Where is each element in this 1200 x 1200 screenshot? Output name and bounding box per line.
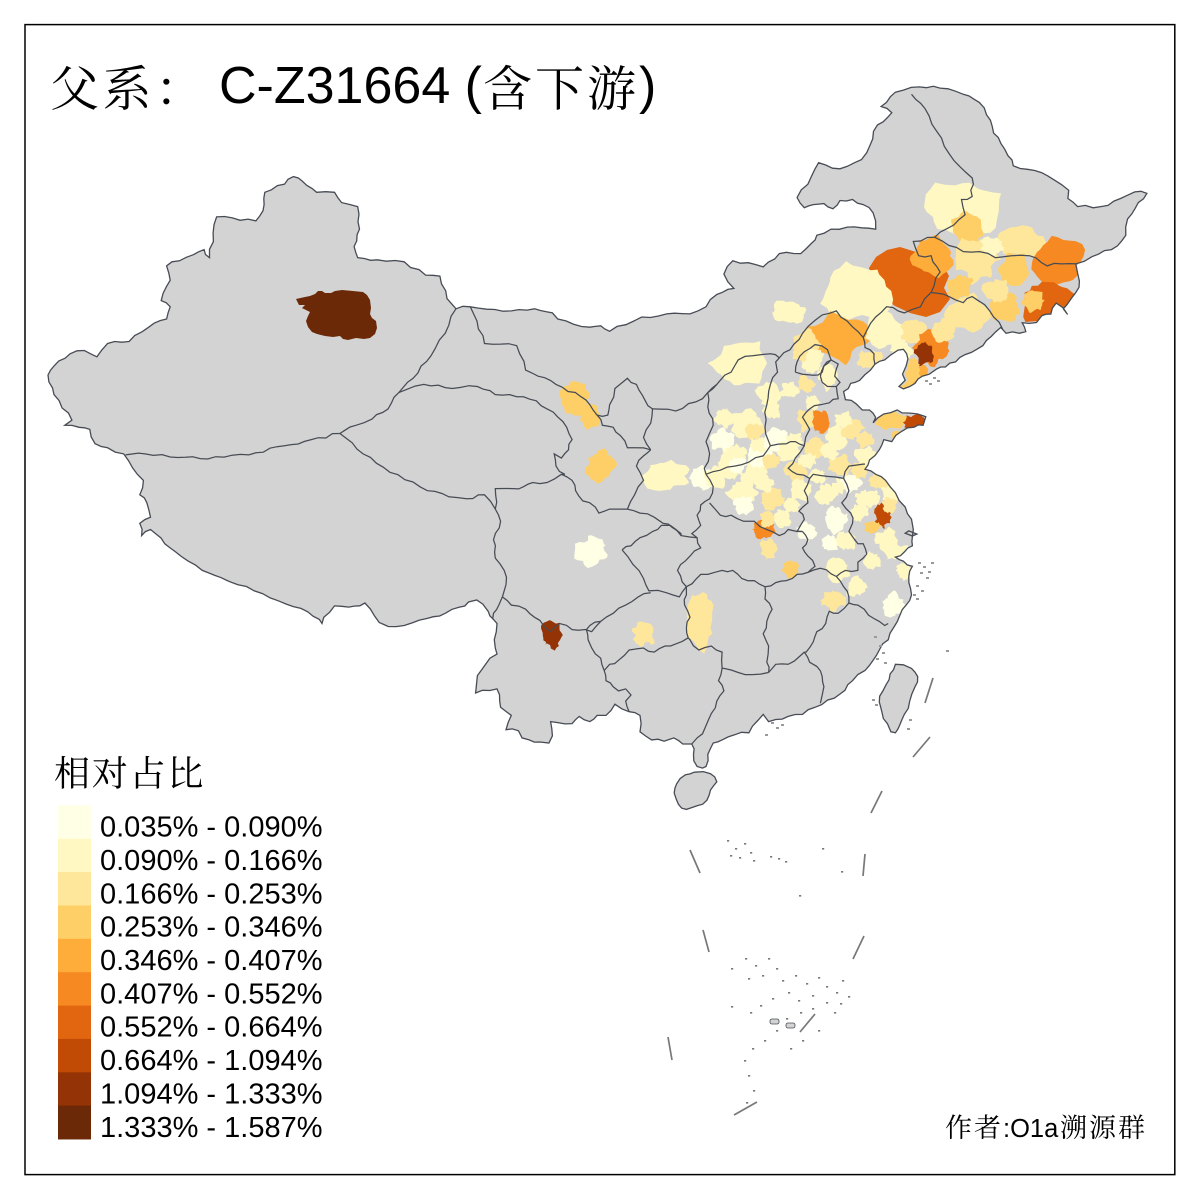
svg-text:0.166% - 0.253%: 0.166% - 0.253% xyxy=(100,878,322,910)
svg-text:0.090% - 0.166%: 0.090% - 0.166% xyxy=(100,845,322,877)
svg-text:1.094% - 1.333%: 1.094% - 1.333% xyxy=(100,1079,322,1111)
svg-text::O1a: :O1a xyxy=(1003,1115,1059,1143)
svg-text:0.346% - 0.407%: 0.346% - 0.407% xyxy=(100,945,322,977)
svg-text:0.407% - 0.552%: 0.407% - 0.552% xyxy=(100,978,322,1010)
svg-text:0.035% - 0.090%: 0.035% - 0.090% xyxy=(100,812,322,844)
svg-text:C-Z31664 (: C-Z31664 ( xyxy=(219,57,483,115)
svg-text:0.253% - 0.346%: 0.253% - 0.346% xyxy=(100,912,322,944)
svg-text:0.552% - 0.664%: 0.552% - 0.664% xyxy=(100,1012,322,1044)
svg-text:): ) xyxy=(639,57,656,115)
svg-text:1.333% - 1.587%: 1.333% - 1.587% xyxy=(100,1112,322,1144)
svg-text:0.664% - 1.094%: 0.664% - 1.094% xyxy=(100,1045,322,1077)
